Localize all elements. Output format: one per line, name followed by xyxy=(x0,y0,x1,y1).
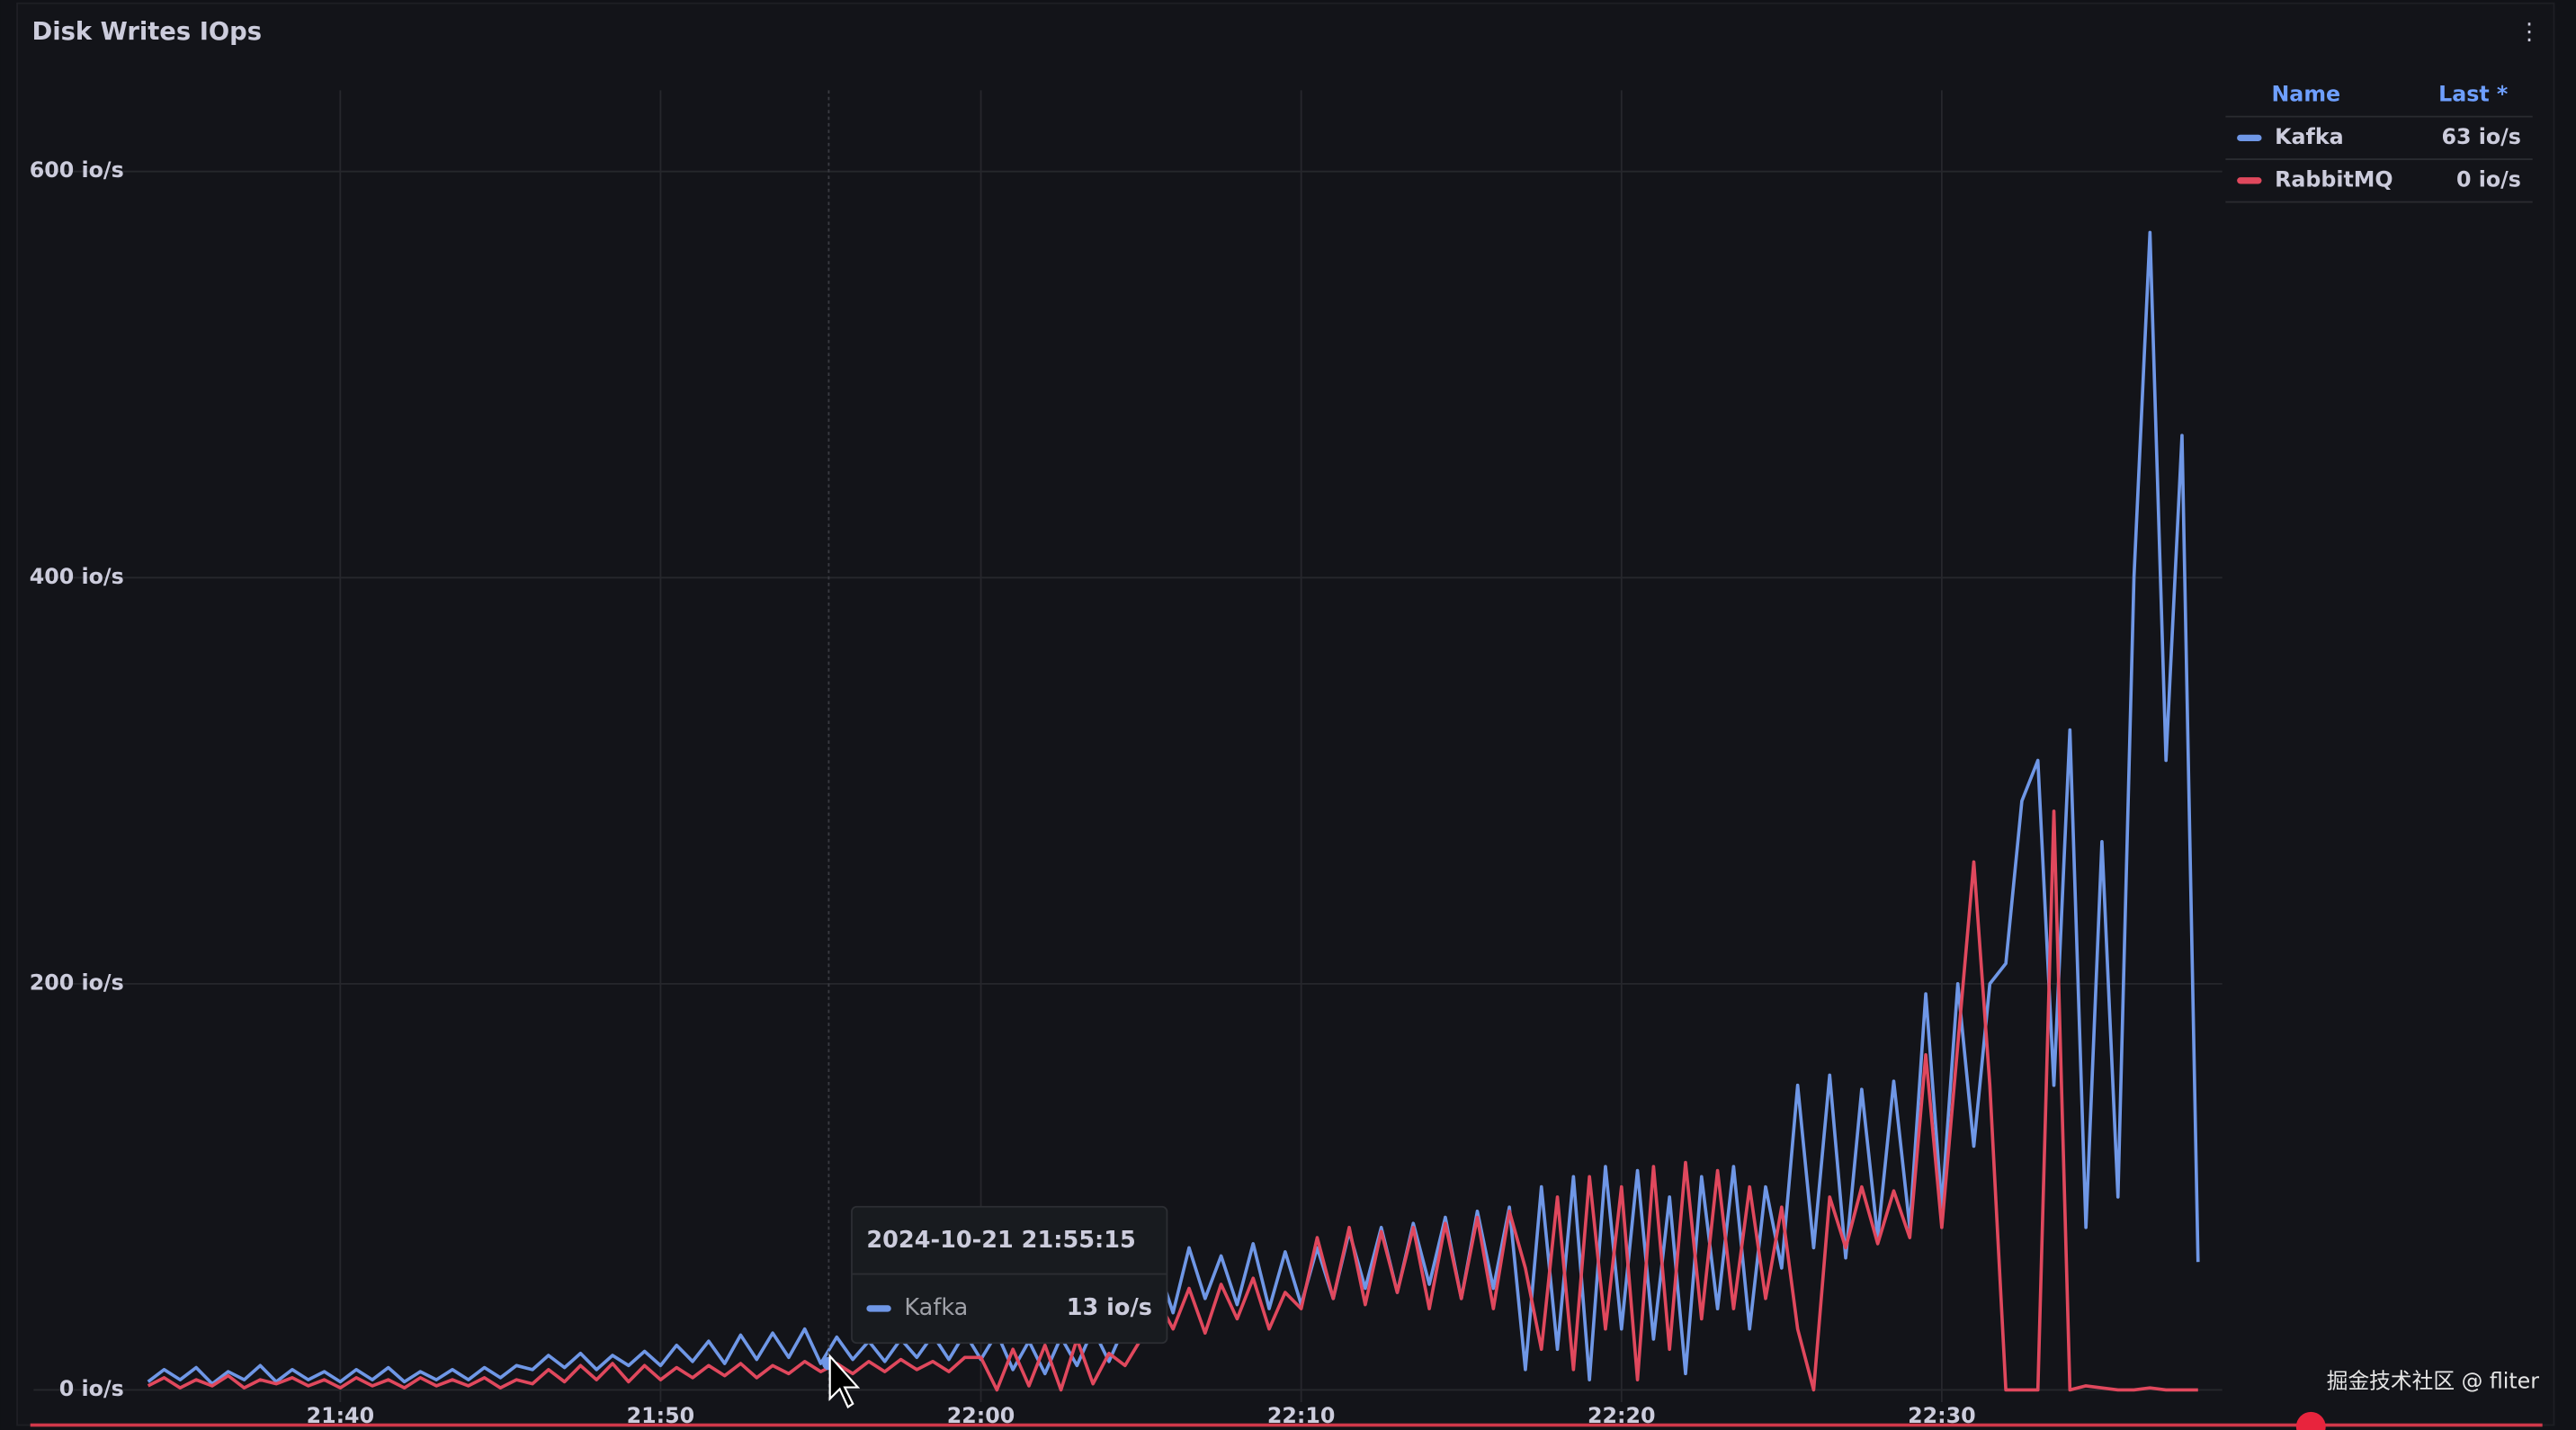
y-tick-label: 200 io/s xyxy=(30,970,124,995)
legend-header: Name xyxy=(2271,81,2340,106)
watermark: 掘金技术社区 @ fliter xyxy=(2327,1369,2540,1394)
y-tick-label: 400 io/s xyxy=(30,564,124,589)
legend-swatch xyxy=(2237,134,2262,141)
timeline-handle[interactable] xyxy=(2295,1411,2326,1430)
panel xyxy=(16,2,2555,1426)
x-tick-label: 21:50 xyxy=(627,1403,695,1428)
tooltip-swatch xyxy=(866,1305,891,1312)
x-tick-label: 21:40 xyxy=(307,1403,375,1428)
x-tick-label: 22:20 xyxy=(1588,1403,1656,1428)
legend-value: 63 io/s xyxy=(2441,124,2520,149)
tooltip-value: 13 io/s xyxy=(1067,1294,1152,1321)
x-tick-label: 22:10 xyxy=(1267,1403,1336,1428)
cursor xyxy=(828,1353,861,1409)
panel-menu[interactable]: ⋮ xyxy=(2518,19,2541,46)
x-tick-label: 22:00 xyxy=(947,1403,1015,1428)
legend-header: Last * xyxy=(2438,81,2508,106)
series-line xyxy=(147,230,2200,1386)
legend-label[interactable]: Kafka xyxy=(2275,124,2343,149)
legend-swatch xyxy=(2237,177,2262,184)
series-line xyxy=(147,809,2198,1392)
tooltip-time: 2024-10-21 21:55:15 xyxy=(866,1227,1135,1254)
tooltip-series: Kafka xyxy=(904,1294,968,1321)
time-range-bar xyxy=(30,1423,2543,1427)
y-tick-label: 0 io/s xyxy=(59,1376,124,1401)
legend-label[interactable]: RabbitMQ xyxy=(2275,166,2393,192)
chart-title: Disk Writes IOps xyxy=(32,18,263,46)
x-tick-label: 22:30 xyxy=(1908,1403,1975,1428)
legend-value: 0 io/s xyxy=(2456,166,2521,192)
y-tick-label: 600 io/s xyxy=(30,157,124,183)
